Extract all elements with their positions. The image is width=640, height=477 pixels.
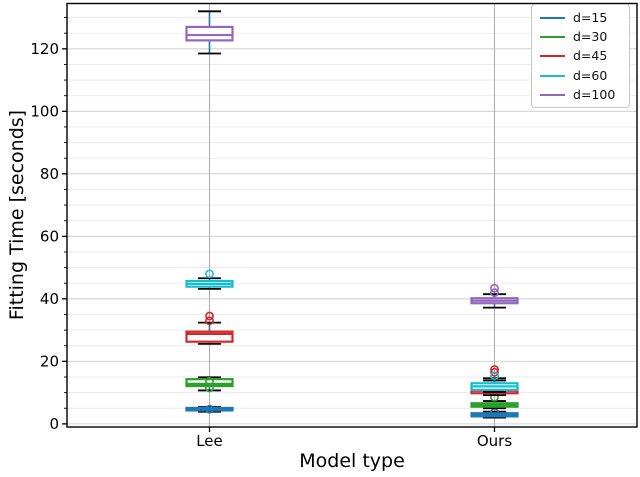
flier-d=100-Ours (490, 288, 499, 298)
legend-item: d=60 (540, 67, 621, 83)
flier-d=60-Lee (205, 269, 214, 279)
legend-item-label: d=45 (573, 48, 608, 64)
legend-item-label: d=30 (573, 29, 608, 45)
legend: d=15 d=30 d=45 d=60 d=100 (531, 4, 630, 108)
axes-border (66, 2, 638, 428)
legend-item: d=30 (540, 30, 621, 44)
box-d=45-Lee (185, 330, 234, 343)
x-tick-label: Ours (477, 432, 512, 450)
flier-d=45-Lee (205, 311, 214, 321)
box-d=100-Lee (185, 25, 234, 42)
flier-d=45-Ours (490, 367, 499, 377)
legend-item-label: d=60 (573, 67, 608, 83)
y-axis-title: Fitting Time [seconds] (6, 109, 28, 321)
flier-d=45-Ours (490, 365, 499, 374)
flier-d=60-Ours (490, 371, 499, 381)
legend-line-swatch (540, 17, 565, 19)
flier-d=15-Lee (205, 404, 214, 414)
y-tick-label: 20 (40, 352, 59, 370)
flier-d=100-Ours (490, 283, 499, 293)
y-tick-label: 40 (40, 290, 59, 308)
flier-d=30-Lee (205, 383, 214, 393)
x-axis-title: Model type (299, 450, 405, 472)
y-tick-label: 0 (49, 415, 59, 433)
legend-item-label: d=100 (573, 86, 616, 102)
y-tick-label: 120 (30, 40, 59, 58)
legend-item: d=45 (540, 49, 621, 63)
y-tick-label: 60 (40, 227, 59, 245)
legend-item-label: d=15 (573, 10, 608, 25)
legend-line-swatch (540, 55, 565, 58)
x-tick-label: Lee (196, 432, 223, 450)
legend-line-swatch (540, 36, 565, 39)
y-tick-label: 100 (30, 102, 59, 120)
flier-d=45-Lee (205, 316, 214, 326)
legend-line-swatch (540, 93, 565, 96)
legend-item: d=15 (540, 11, 621, 25)
box-d=30-Lee (185, 378, 234, 388)
y-tick-label: 80 (40, 165, 59, 183)
legend-item: d=100 (540, 86, 621, 102)
legend-line-swatch (540, 74, 565, 77)
